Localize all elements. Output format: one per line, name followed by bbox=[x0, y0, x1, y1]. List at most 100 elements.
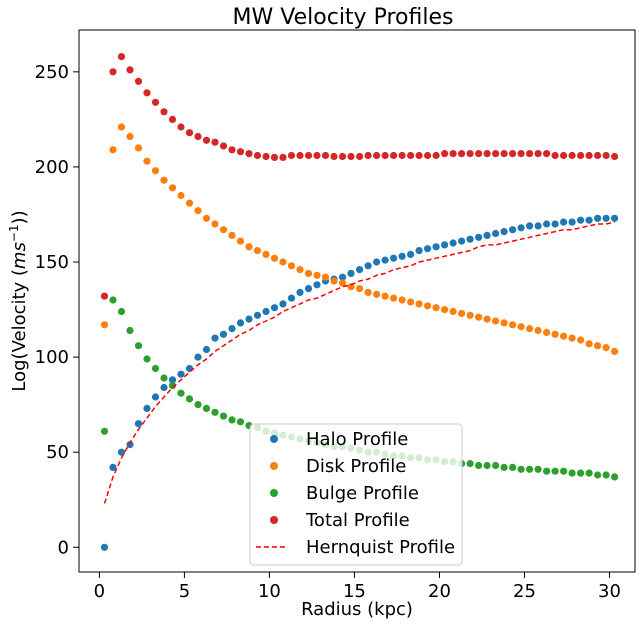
total-profile-point bbox=[594, 151, 602, 160]
total-profile-point bbox=[543, 150, 551, 158]
disk-profile-point bbox=[602, 344, 610, 352]
disk-profile-point bbox=[245, 243, 253, 251]
total-profile-point bbox=[185, 129, 194, 137]
total-profile-point bbox=[577, 151, 585, 160]
disk-profile-point bbox=[466, 311, 474, 319]
bulge-profile-point bbox=[602, 471, 610, 479]
total-profile-point bbox=[458, 150, 466, 158]
halo-profile-point bbox=[194, 353, 202, 361]
total-profile-point bbox=[364, 151, 372, 160]
total-profile-point bbox=[151, 98, 160, 106]
total-profile-point bbox=[526, 150, 534, 158]
halo-profile-point bbox=[449, 239, 457, 247]
halo-profile-point bbox=[279, 300, 287, 308]
total-profile-point bbox=[338, 152, 347, 161]
halo-profile-point bbox=[245, 315, 253, 323]
disk-profile-point bbox=[415, 300, 423, 308]
total-profile-point bbox=[449, 150, 457, 158]
halo-profile-point bbox=[177, 370, 185, 378]
total-profile-point bbox=[134, 77, 143, 85]
legend-marker-total-profile bbox=[270, 516, 278, 524]
halo-profile-point bbox=[577, 216, 585, 224]
halo-profile-point bbox=[390, 254, 398, 262]
bulge-profile-point bbox=[500, 463, 508, 471]
disk-profile-point bbox=[117, 123, 126, 131]
halo-profile-point bbox=[338, 273, 347, 281]
disk-profile-point bbox=[270, 254, 279, 262]
disk-profile-point bbox=[356, 285, 364, 293]
halo-profile-point bbox=[611, 214, 619, 222]
bulge-profile-point bbox=[492, 461, 500, 470]
disk-profile-point bbox=[296, 266, 304, 274]
total-profile-point bbox=[466, 150, 474, 158]
halo-profile-point bbox=[415, 247, 423, 255]
total-profile-point bbox=[245, 150, 253, 158]
halo-profile-point bbox=[347, 269, 355, 277]
disk-profile-point bbox=[185, 199, 194, 207]
bulge-profile-point bbox=[100, 427, 109, 435]
legend-label-disk-profile: Disk Profile bbox=[306, 456, 406, 477]
bulge-profile-point bbox=[508, 463, 517, 471]
disk-profile-point bbox=[126, 132, 134, 141]
total-profile-point bbox=[602, 151, 610, 160]
disk-profile-point bbox=[236, 237, 245, 245]
y-tick-label: 200 bbox=[35, 157, 69, 178]
disk-profile-point bbox=[194, 207, 202, 215]
total-profile-point bbox=[177, 123, 185, 131]
disk-profile-point bbox=[458, 309, 466, 317]
total-profile-point bbox=[219, 142, 228, 150]
halo-profile-point bbox=[211, 334, 219, 342]
total-profile-point bbox=[390, 151, 398, 160]
bulge-profile-point bbox=[134, 342, 143, 350]
disk-profile-point bbox=[134, 144, 143, 152]
halo-profile-point bbox=[526, 222, 534, 230]
disk-profile-point bbox=[177, 191, 185, 200]
halo-profile-point bbox=[492, 229, 500, 238]
x-tick-label: 10 bbox=[258, 581, 281, 602]
disk-profile-point bbox=[381, 292, 389, 300]
halo-profile-point bbox=[202, 345, 211, 354]
bulge-profile-point bbox=[551, 467, 559, 475]
total-profile-point bbox=[407, 151, 415, 160]
halo-profile-point bbox=[398, 252, 406, 260]
hernquist-profile-line bbox=[103, 221, 615, 504]
disk-profile-point bbox=[407, 298, 415, 306]
disk-profile-point bbox=[287, 262, 296, 270]
halo-profile-point bbox=[551, 220, 559, 228]
disk-profile-point bbox=[449, 307, 457, 316]
bulge-profile-point bbox=[151, 364, 160, 373]
total-profile-point bbox=[287, 151, 296, 160]
bulge-profile-point bbox=[219, 412, 228, 420]
total-profile-point bbox=[126, 66, 134, 74]
halo-profile-point bbox=[356, 266, 364, 274]
disk-profile-point bbox=[253, 247, 262, 255]
total-profile-point bbox=[381, 151, 389, 160]
legend-label-halo-profile: Halo Profile bbox=[306, 429, 408, 450]
legend-label-hernquist-profile: Hernquist Profile bbox=[306, 537, 455, 558]
y-tick-label: 50 bbox=[46, 442, 69, 463]
disk-profile-point bbox=[526, 325, 534, 333]
disk-profile-point bbox=[262, 250, 270, 258]
total-profile-point bbox=[109, 68, 117, 76]
total-profile-point bbox=[492, 150, 500, 158]
total-profile-point bbox=[279, 153, 287, 161]
total-profile-point bbox=[211, 138, 219, 146]
total-profile-point bbox=[483, 150, 491, 158]
total-profile-point bbox=[356, 152, 364, 161]
y-axis: 0 50 100 150 200 250 bbox=[35, 62, 79, 558]
disk-profile-point bbox=[168, 184, 177, 192]
total-profile-point bbox=[611, 152, 619, 161]
halo-profile-point bbox=[407, 250, 415, 258]
bulge-profile-point bbox=[517, 465, 525, 473]
halo-profile-point bbox=[100, 543, 109, 551]
halo-profile-point bbox=[475, 233, 483, 241]
disk-profile-point bbox=[492, 317, 500, 325]
bulge-profile-point bbox=[185, 395, 194, 403]
disk-profile-point bbox=[500, 319, 508, 327]
halo-profile-point bbox=[568, 218, 576, 226]
total-profile-point bbox=[330, 152, 338, 161]
total-profile-point bbox=[424, 151, 432, 160]
legend-marker-disk-profile bbox=[270, 462, 278, 470]
halo-profile-point bbox=[219, 330, 228, 338]
x-tick-label: 15 bbox=[343, 581, 366, 602]
